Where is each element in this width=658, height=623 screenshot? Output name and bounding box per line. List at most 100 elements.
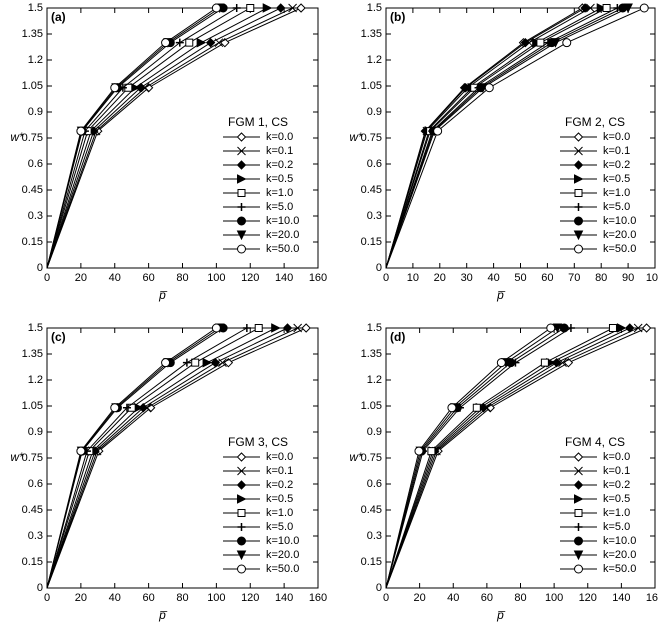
curve [386,328,639,588]
marker [237,216,246,226]
marker [573,550,584,561]
marker [573,480,584,490]
marker [520,37,531,48]
y-tick-label: 0 [376,582,382,594]
y-axis-label: w* [349,450,363,464]
y-tick-label: 1.5 [28,2,43,14]
legend-label: k=1.0 [266,187,293,199]
y-tick-label: 1.35 [361,348,382,360]
marker [76,126,86,136]
marker [558,358,567,368]
marker [301,323,311,333]
y-tick-label: 1.35 [361,28,382,40]
x-tick-label: 40 [109,272,121,284]
x-tick-label: 40 [109,592,121,604]
x-tick-label: 100 [545,592,563,604]
y-tick-label: 1.2 [28,54,43,66]
marker [237,174,247,184]
marker [236,160,247,170]
panel-label: (a) [51,10,66,24]
y-tick-label: 0.6 [367,158,382,170]
y-tick-label: 0.3 [367,210,382,222]
marker [496,358,506,368]
marker [433,126,443,136]
x-tick-label: 20 [75,272,87,284]
x-axis-label: p̅ [496,288,506,302]
x-tick-label: 80 [595,272,607,284]
marker [122,403,131,412]
marker [276,3,286,13]
marker [237,564,246,574]
marker [574,466,583,476]
marker [254,324,263,332]
curve [386,8,629,268]
x-tick-label: 40 [447,592,459,604]
legend-label: k=0.2 [603,159,630,171]
marker [124,83,133,92]
y-tick-label: 0.3 [367,530,382,542]
curve [386,8,618,268]
marker [573,452,584,462]
legend-label: k=50.0 [266,243,299,255]
x-tick-label: 50 [514,272,526,284]
panel-label: (c) [51,330,66,344]
y-tick-label: 0.45 [22,504,43,516]
legend-title: FGM 4, CS [565,435,625,449]
y-tick-label: 0.6 [28,478,43,490]
y-tick-label: 0.9 [367,426,382,438]
legend-title: FGM 3, CS [228,435,288,449]
legend-label: k=10.0 [603,215,636,227]
marker [182,358,191,367]
legend-label: k=0.2 [603,479,630,491]
marker [447,403,457,413]
x-tick-label: 160 [309,592,327,604]
marker [623,3,633,14]
y-tick-label: 0 [37,582,43,594]
panel-label: (d) [390,330,405,344]
panel: 0 0.15 0.3 0.45 0.6 0.75 0.9 1.05 1.2 1.35 1.5 0 20 4… [10,322,327,622]
curve [47,328,224,588]
marker [562,38,572,48]
marker [546,323,556,333]
x-tick-label: 100 [646,272,658,284]
y-axis-label: w* [349,130,363,144]
y-tick-label: 1.5 [28,322,43,334]
y-tick-label: 0.45 [361,184,382,196]
y-tick-label: 1.35 [22,348,43,360]
x-tick-label: 100 [207,272,225,284]
curve [386,328,630,588]
marker [484,83,494,93]
x-tick-label: 20 [75,592,87,604]
x-tick-label: 0 [44,272,50,284]
marker [608,324,617,332]
y-tick-label: 1.2 [367,374,382,386]
x-tick-label: 0 [44,592,50,604]
legend-label: k=0.1 [603,465,630,477]
marker [550,38,561,48]
marker [236,230,247,241]
x-tick-label: 10 [407,272,419,284]
x-tick-label: 120 [241,592,259,604]
y-tick-label: 0.15 [22,236,43,248]
x-tick-label: 160 [646,592,658,604]
marker [573,160,584,170]
legend-label: k=0.1 [266,145,293,157]
marker [110,403,120,413]
legend-label: k=10.0 [266,535,299,547]
marker [205,37,216,48]
y-tick-label: 1.05 [22,80,43,92]
curve [47,328,217,588]
marker [573,132,584,142]
marker [573,230,584,241]
panel: 0 0.15 0.3 0.45 0.6 0.75 0.9 1.05 1.2 1.35 1.5 0 10 2… [349,2,658,302]
legend-label: k=50.0 [266,563,299,575]
marker [427,447,436,456]
y-tick-label: 0.9 [28,106,43,118]
x-tick-label: 80 [176,272,188,284]
x-tick-label: 140 [612,592,630,604]
legend-label: k=10.0 [266,215,299,227]
panel-label: (b) [390,10,405,24]
marker [237,536,246,546]
legend-label: k=1.0 [603,507,630,519]
